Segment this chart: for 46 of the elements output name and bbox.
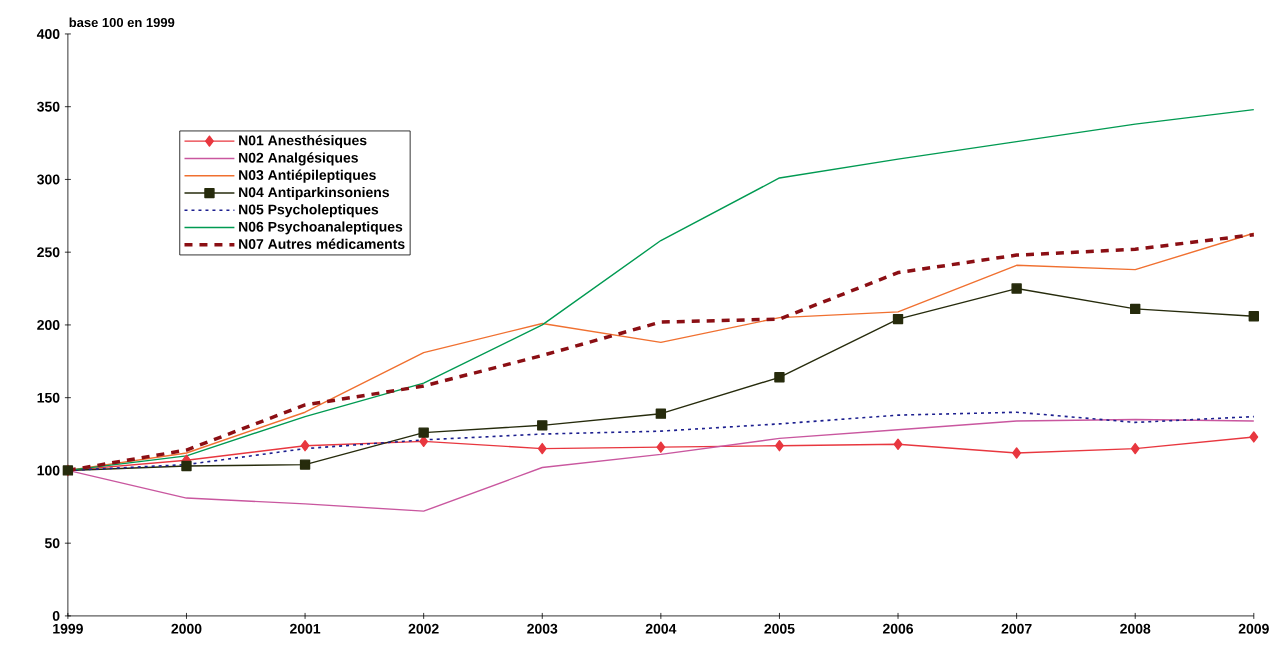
- point: [537, 442, 547, 455]
- x-tick-label: 2002: [408, 623, 439, 634]
- point: [655, 408, 667, 419]
- point: [418, 427, 429, 438]
- y-tick-label: 0: [52, 611, 60, 621]
- x-tick-label: 2000: [171, 623, 202, 634]
- point: [1011, 283, 1022, 294]
- y-axis-title: base 100 en 1999: [69, 17, 175, 28]
- y-tick-label: 200: [37, 320, 60, 330]
- y-tick-label: 300: [37, 174, 60, 185]
- legend-label: N05 Psycholeptiques: [239, 204, 379, 218]
- point: [892, 314, 904, 325]
- point: [300, 440, 310, 452]
- legend-label: N02 Analgésiques: [239, 152, 358, 166]
- y-tick-label: 350: [37, 101, 60, 112]
- x-tick-label: 2008: [1120, 623, 1151, 634]
- x-tick-label: 2009: [1238, 623, 1269, 634]
- point: [1130, 303, 1141, 315]
- x-tick-label: 2004: [645, 623, 677, 634]
- legend-label: N07 Autres médicaments: [239, 238, 405, 250]
- point: [774, 372, 785, 383]
- legend-label: N03 Antiépileptiques: [239, 169, 376, 183]
- point: [1249, 431, 1259, 443]
- point: [1248, 311, 1259, 322]
- point: [1130, 442, 1140, 455]
- point: [774, 440, 784, 452]
- legend-label: N04 Antiparkinsoniens: [239, 187, 390, 201]
- x-tick-label: 2003: [527, 623, 558, 634]
- x-tick-label: 1999: [53, 623, 83, 634]
- y-tick-label: 100: [37, 465, 60, 476]
- point: [893, 438, 903, 451]
- legend-label: N01 Anesthésiques: [239, 135, 367, 149]
- x-tick-label: 2001: [290, 623, 321, 634]
- point: [299, 459, 311, 470]
- point: [1012, 447, 1022, 459]
- y-tick-label: 150: [37, 392, 60, 403]
- point: [181, 460, 192, 472]
- y-tick-label: 50: [44, 538, 60, 549]
- x-tick-label: 2005: [764, 623, 795, 634]
- x-tick-label: 2006: [882, 623, 914, 634]
- x-tick-label: 2007: [1001, 623, 1032, 634]
- y-tick-label: 250: [37, 247, 60, 258]
- point: [656, 441, 666, 453]
- point: [537, 420, 548, 431]
- y-tick-label: 400: [36, 29, 60, 39]
- legend-label: N06 Psychoanaleptiques: [239, 221, 403, 235]
